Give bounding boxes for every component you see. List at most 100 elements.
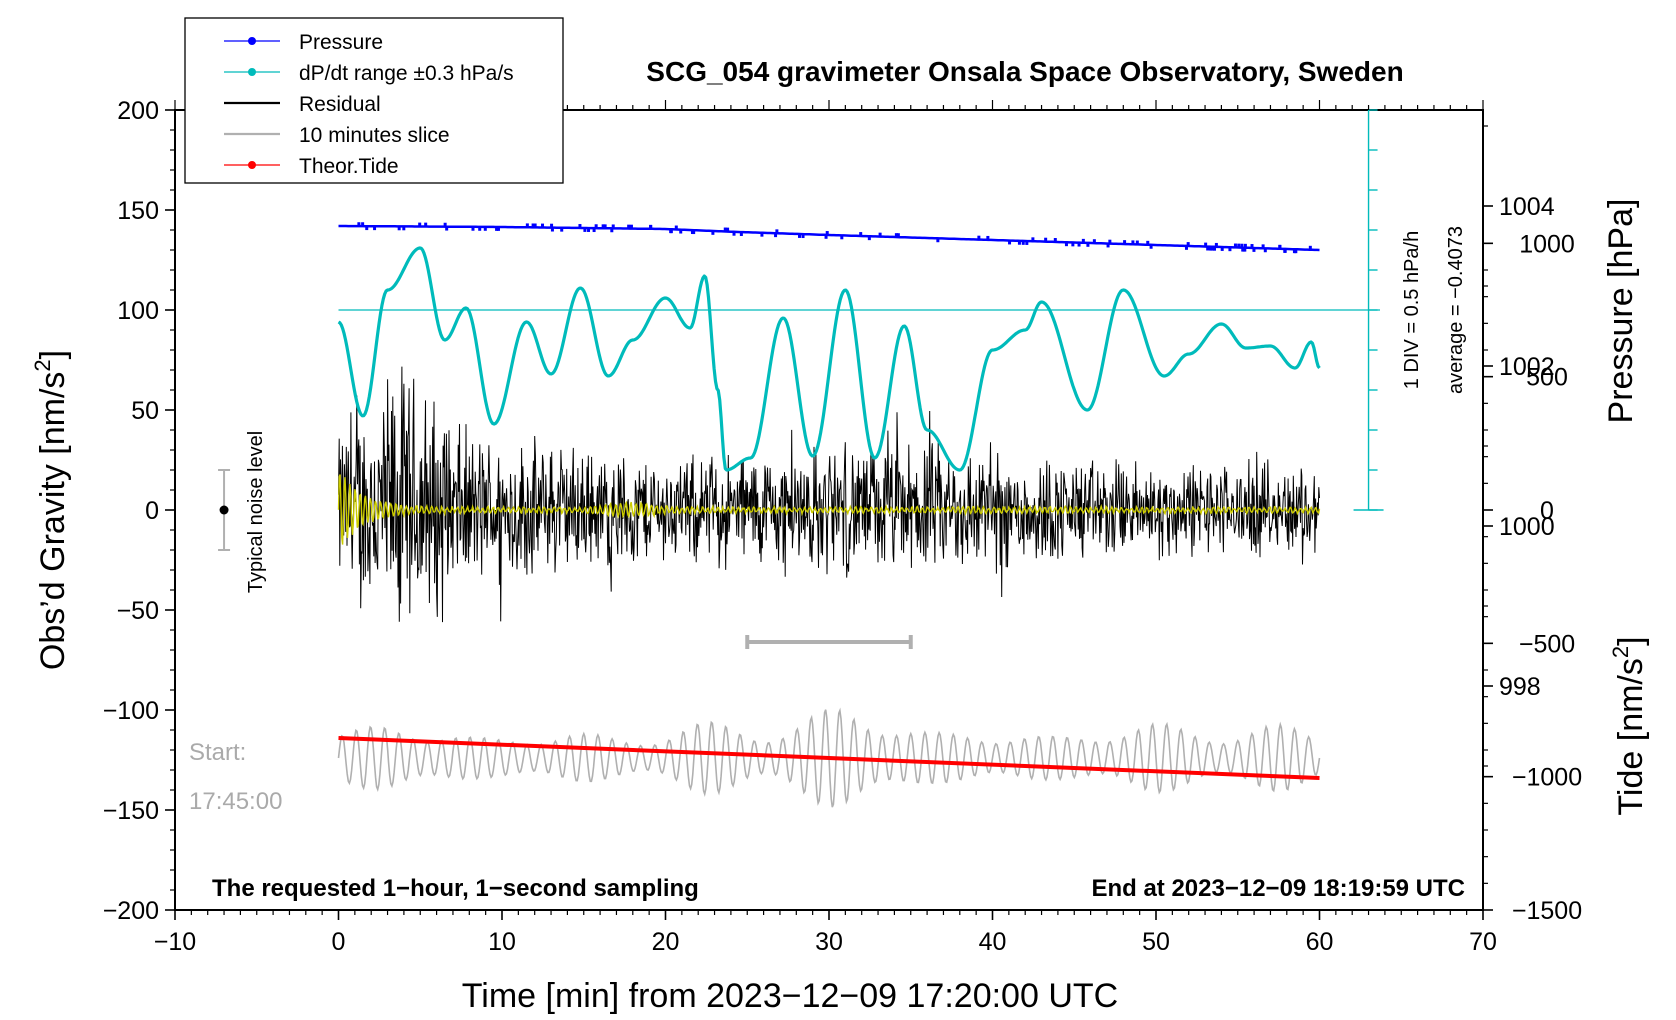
y-left-tick-label: −100	[103, 697, 159, 725]
pressure-marker	[445, 227, 449, 231]
pressure-marker	[1106, 244, 1110, 248]
pressure-marker	[627, 224, 631, 228]
pressure-marker	[1220, 247, 1224, 251]
y-axis-tide-title-sup: 2	[1608, 646, 1633, 658]
y-pressure-tick-label: 1004	[1499, 193, 1555, 221]
y-axis-left-title-end: ]	[34, 350, 72, 359]
pressure-marker	[801, 235, 805, 239]
pressure-marker	[711, 231, 715, 235]
y-axis-tide-title-main: Tide [nm/s	[1612, 658, 1650, 815]
pressure-marker	[1008, 241, 1012, 245]
residual-series	[338, 366, 1320, 623]
pressure-marker	[1252, 248, 1256, 252]
pressure-marker	[1250, 244, 1254, 248]
legend-label: 10 minutes slice	[299, 124, 450, 147]
y-left-tick-label: 100	[117, 297, 159, 325]
y-tide-tick-label: −1500	[1512, 897, 1582, 925]
pressure-marker	[541, 223, 545, 227]
pressure-marker	[1108, 239, 1112, 243]
pressure-marker	[629, 224, 633, 228]
residual-smoothed-line	[337, 474, 1321, 545]
pressure-marker	[669, 230, 673, 234]
pressure-marker	[1278, 244, 1282, 248]
pressure-marker	[610, 229, 614, 233]
legend-swatch-marker	[248, 37, 256, 45]
pressure-marker	[726, 227, 730, 231]
legend-label: Residual	[299, 93, 381, 116]
pressure-marker	[690, 230, 694, 234]
scale-bar-label-div: 1 DIV = 0.5 hPa/h	[1401, 231, 1423, 389]
start-label-line2: 17:45:00	[189, 788, 282, 815]
x-tick-label: 60	[1306, 928, 1334, 956]
pressure-marker	[1149, 245, 1153, 249]
pressure-series	[338, 222, 1320, 254]
pressure-marker	[1071, 243, 1075, 247]
x-tick-label: 70	[1469, 928, 1497, 956]
pressure-marker	[578, 224, 582, 228]
pressure-marker	[1308, 245, 1312, 249]
pressure-marker	[478, 227, 482, 231]
legend-label: Pressure	[299, 31, 383, 54]
pressure-marker	[365, 227, 369, 231]
y-pressure-tick-label: 998	[1499, 673, 1541, 701]
pressure-marker	[1021, 241, 1025, 245]
pressure-marker	[592, 229, 596, 233]
pressure-marker	[1263, 249, 1267, 253]
pressure-marker	[1123, 240, 1127, 244]
pressure-marker	[649, 224, 653, 228]
pressure-marker	[1131, 240, 1135, 244]
pressure-marker	[760, 233, 764, 237]
pressure-marker	[1186, 242, 1190, 246]
pressure-marker	[1261, 244, 1265, 248]
legend-box	[184, 17, 564, 184]
pressure-marker	[594, 224, 598, 228]
pressure-marker	[1025, 241, 1029, 245]
legend-items: Pressure dP/dt range ±0.3 hPa/s Residual 10…	[224, 31, 514, 178]
pressure-marker	[732, 232, 736, 236]
x-axis-title: Time [min] from 2023−12−09 17:20:00 UTC	[462, 977, 1118, 1015]
residual-line	[338, 366, 1320, 623]
pressure-marker	[1092, 239, 1096, 243]
y-left-tick-label: 50	[131, 397, 159, 425]
x-tick-label: 50	[1142, 928, 1170, 956]
x-tick-label: 10	[488, 928, 516, 956]
legend-swatch-marker	[248, 68, 256, 76]
pressure-marker	[674, 225, 678, 229]
pressure-marker	[723, 227, 727, 231]
y-pressure-tick-label: 1002	[1499, 353, 1555, 381]
y-tide-tick-label: 0	[1540, 497, 1554, 525]
pressure-marker	[1135, 240, 1139, 244]
pressure-marker	[1214, 242, 1218, 246]
y-left-tick-label: −150	[103, 797, 159, 825]
pressure-marker	[1292, 250, 1296, 254]
pressure-marker	[679, 230, 683, 234]
pressure-marker	[1044, 237, 1048, 241]
pressure-marker	[1228, 248, 1232, 252]
y-left-tick-label: −200	[103, 897, 159, 925]
pressure-marker	[1077, 243, 1081, 247]
annotations	[218, 109, 1384, 649]
pressure-marker	[1208, 247, 1212, 251]
tide-line	[338, 736, 1320, 780]
pressure-marker	[361, 222, 365, 226]
pressure-marker	[418, 222, 422, 226]
x-tick-label: 30	[815, 928, 843, 956]
pressure-marker	[824, 235, 828, 239]
pressure-marker	[1243, 243, 1247, 247]
pressure-marker	[471, 227, 475, 231]
y-axis-left-title-main: Obs’d Gravity [nm/s	[34, 372, 72, 671]
pressure-marker	[1086, 243, 1090, 247]
pressure-marker	[894, 233, 898, 237]
pressure-marker	[424, 222, 428, 226]
pressure-marker	[1283, 249, 1287, 253]
x-tick-label: 20	[652, 928, 680, 956]
pressure-marker	[483, 227, 487, 231]
pressure-marker	[357, 222, 361, 226]
pressure-marker	[397, 227, 401, 231]
y-tide-tick-label: −500	[1519, 630, 1575, 658]
pressure-marker	[774, 234, 778, 238]
pressure-marker	[583, 228, 587, 232]
pressure-marker	[531, 223, 535, 227]
pressure-marker	[775, 229, 779, 233]
